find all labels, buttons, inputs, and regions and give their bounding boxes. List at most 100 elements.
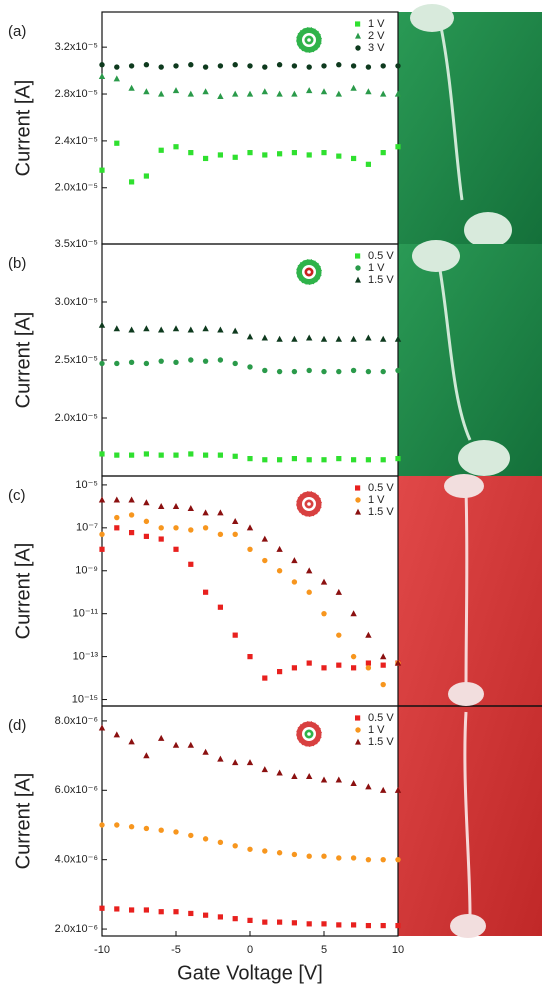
data-point	[246, 759, 254, 766]
data-point	[380, 922, 386, 929]
data-point	[173, 63, 179, 69]
data-point	[217, 755, 224, 762]
data-point	[261, 334, 268, 341]
panel: (a) Current [A] 2.0x10⁻⁵ 2.4x10⁻⁵ 2.8x10⁻⁵ 3.…	[8, 11, 402, 245]
data-point	[188, 527, 194, 533]
data-point	[306, 64, 312, 70]
data-point	[188, 910, 194, 917]
data-point	[143, 451, 149, 457]
data-point	[99, 531, 105, 537]
data-point	[276, 62, 283, 68]
data-point	[394, 90, 402, 97]
data-point	[365, 856, 372, 863]
nanowire	[438, 269, 472, 441]
data-point	[172, 502, 180, 509]
legend-symbol	[355, 21, 361, 27]
data-point	[291, 579, 298, 585]
data-point	[380, 653, 387, 660]
data-point	[247, 654, 253, 660]
data-point	[173, 452, 179, 458]
data-point	[395, 367, 401, 374]
data-point	[143, 518, 150, 525]
data-point	[365, 660, 371, 666]
data-point	[217, 839, 224, 846]
x-tick-label: 10	[392, 944, 404, 956]
data-point	[232, 453, 238, 459]
data-point	[350, 855, 357, 861]
y-tick-label: 2.0x10⁻⁶	[55, 923, 98, 935]
data-point	[380, 681, 386, 688]
data-point	[202, 836, 209, 842]
x-tick-label: -5	[171, 944, 181, 956]
data-point	[291, 63, 298, 69]
data-point	[232, 327, 239, 334]
contact	[444, 474, 484, 498]
data-point	[114, 452, 120, 458]
data-point	[321, 150, 327, 156]
data-point	[246, 333, 254, 340]
legend-marker	[355, 265, 361, 271]
plot-frame	[101, 243, 399, 477]
data-point	[143, 907, 149, 913]
data-point	[351, 922, 357, 928]
micrographs	[398, 4, 542, 938]
nanowire	[438, 21, 464, 201]
data-point	[202, 509, 209, 516]
data-point	[291, 773, 298, 780]
data-point	[113, 496, 120, 503]
data-point	[247, 364, 253, 370]
data-point	[277, 919, 283, 925]
data-point	[232, 62, 238, 68]
data-point	[291, 456, 297, 462]
panel-label: (b)	[8, 255, 26, 272]
data-point	[188, 832, 194, 839]
data-point	[276, 368, 283, 375]
data-point	[291, 90, 298, 97]
data-point	[262, 64, 268, 70]
y-tick-label: 3.2x10⁻⁵	[55, 41, 98, 53]
data-point	[320, 578, 328, 585]
legend-marker	[355, 485, 361, 491]
data-point	[291, 150, 297, 156]
data-point	[351, 155, 357, 162]
data-point	[350, 779, 357, 786]
plot-frame	[101, 705, 399, 937]
data-point	[202, 64, 209, 70]
data-point	[276, 545, 283, 552]
legend-marker	[355, 727, 361, 733]
data-point	[158, 536, 164, 542]
data-point	[143, 62, 150, 68]
data-point	[217, 326, 224, 333]
y-axis-label: Current [A]	[12, 773, 34, 870]
data-point	[365, 334, 372, 341]
data-point	[202, 748, 209, 755]
data-point	[143, 360, 150, 367]
data-point	[129, 452, 135, 458]
panel: (d) Current [A] 2.0x10⁻⁶ 4.0x10⁻⁶ 6.0x10⁻⁶ 8.…	[8, 705, 404, 984]
data-point	[128, 824, 135, 830]
legend-label: 1 V	[368, 262, 385, 274]
data-point	[217, 604, 223, 610]
data-point	[217, 152, 223, 158]
data-point	[203, 912, 209, 918]
y-tick-label: 6.0x10⁻⁶	[55, 784, 98, 796]
data-point	[365, 457, 371, 463]
data-point	[291, 368, 298, 375]
icon	[307, 502, 311, 506]
legend-label: 2 V	[368, 30, 385, 42]
y-tick-label: 2.5x10⁻⁵	[55, 354, 98, 366]
data-point	[158, 358, 164, 364]
y-tick-label: 10⁻¹¹	[73, 608, 99, 620]
legend-marker	[355, 32, 361, 39]
data-point	[143, 499, 150, 506]
data-point	[217, 452, 223, 458]
contact	[450, 914, 486, 938]
data-point	[172, 741, 180, 748]
data-point	[187, 90, 194, 97]
data-point	[129, 179, 135, 185]
data-point	[380, 63, 386, 69]
data-point	[380, 662, 386, 668]
data-point	[380, 856, 386, 863]
panel-label: (a)	[8, 23, 26, 40]
y-tick-label: 10⁻¹³	[73, 651, 99, 663]
